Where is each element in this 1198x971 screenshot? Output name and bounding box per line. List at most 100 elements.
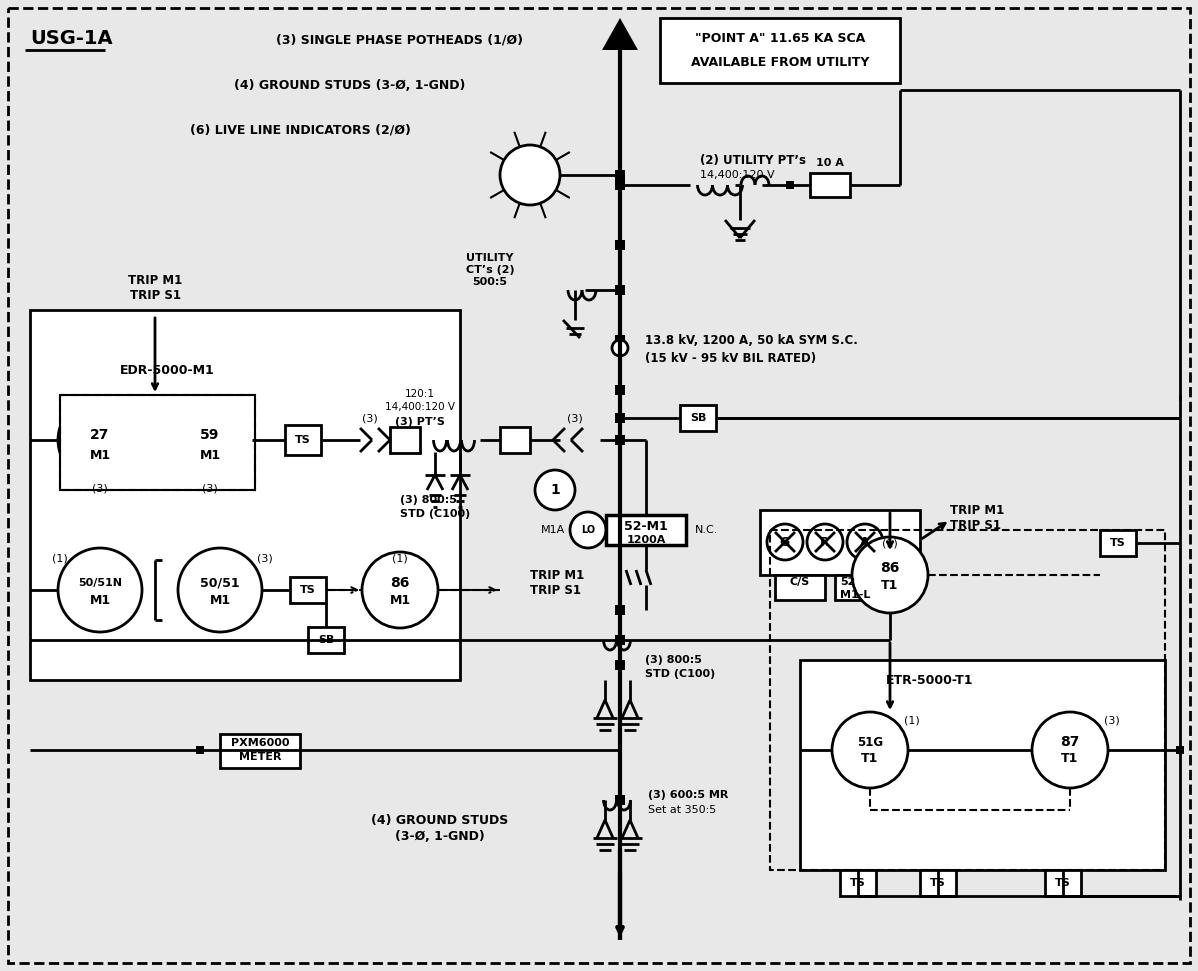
Text: AVAILABLE FROM UTILITY: AVAILABLE FROM UTILITY (691, 55, 870, 69)
Text: (3) 800:5: (3) 800:5 (645, 655, 702, 665)
Bar (615, 413, 625, 423)
Text: (3): (3) (202, 483, 218, 493)
Bar (615, 335, 625, 345)
Text: 50/51: 50/51 (200, 577, 240, 589)
Circle shape (168, 398, 252, 482)
Text: (3): (3) (567, 413, 583, 423)
Bar (60, 395, 255, 490)
Text: 86: 86 (881, 561, 900, 575)
Text: N.C.: N.C. (695, 525, 719, 535)
Text: STD (C100): STD (C100) (400, 509, 471, 519)
Text: 27: 27 (90, 428, 110, 442)
Bar (60, 395, 255, 490)
Text: 52: 52 (840, 577, 855, 587)
Bar (615, 240, 625, 250)
Text: (2) UTILITY PT’s: (2) UTILITY PT’s (700, 153, 806, 166)
Text: C/S: C/S (789, 577, 810, 587)
Text: (3): (3) (1105, 715, 1120, 725)
Text: 51G: 51G (857, 735, 883, 749)
Text: (1): (1) (392, 553, 407, 563)
Circle shape (362, 552, 438, 628)
Text: M1: M1 (210, 593, 230, 607)
Circle shape (612, 340, 628, 356)
Text: Set at 350:5: Set at 350:5 (648, 805, 716, 815)
Circle shape (807, 524, 843, 560)
Text: TRIP M1: TRIP M1 (950, 504, 1004, 517)
Bar (615, 180, 625, 190)
Bar (220, 734, 300, 768)
Bar (615, 170, 625, 180)
Text: T1: T1 (1061, 752, 1078, 764)
Bar (290, 577, 326, 603)
Bar (760, 510, 920, 575)
Text: SB: SB (317, 635, 334, 645)
Bar (615, 635, 625, 645)
Text: (1): (1) (882, 538, 897, 548)
Text: TS: TS (301, 585, 316, 595)
Text: "POINT A" 11.65 KA SCA: "POINT A" 11.65 KA SCA (695, 31, 865, 45)
Text: USG-1A: USG-1A (30, 28, 113, 48)
Bar (835, 575, 904, 600)
Text: A: A (860, 535, 870, 549)
Text: T1: T1 (861, 752, 878, 764)
Text: 52-M1: 52-M1 (624, 519, 667, 532)
Text: 1200A: 1200A (627, 535, 666, 545)
Circle shape (536, 470, 575, 510)
Text: 1: 1 (550, 483, 559, 497)
Bar (391, 427, 420, 453)
Text: (3) PT’S: (3) PT’S (395, 417, 444, 427)
Bar (196, 746, 204, 754)
Text: 86: 86 (391, 576, 410, 590)
Text: 87: 87 (1060, 735, 1079, 749)
Text: 14,400:120 V: 14,400:120 V (385, 402, 455, 412)
Bar (775, 575, 825, 600)
Bar (606, 515, 686, 545)
Bar (920, 870, 956, 896)
Circle shape (570, 512, 606, 548)
Text: (3) 800:5: (3) 800:5 (400, 495, 456, 505)
Text: TS: TS (1111, 538, 1126, 548)
Bar (680, 405, 716, 431)
Bar (800, 660, 1164, 870)
Text: TS: TS (930, 878, 946, 888)
Text: TS: TS (1055, 878, 1071, 888)
Text: (4) GROUND STUDS: (4) GROUND STUDS (371, 814, 509, 826)
Polygon shape (603, 18, 639, 50)
Text: (4) GROUND STUDS (3-Ø, 1-GND): (4) GROUND STUDS (3-Ø, 1-GND) (235, 79, 466, 91)
Bar (770, 530, 1164, 870)
Text: (3): (3) (92, 483, 108, 493)
Text: (3) 600:5 MR: (3) 600:5 MR (648, 790, 728, 800)
Text: 59: 59 (200, 428, 219, 442)
Text: (3): (3) (362, 413, 377, 423)
Text: M1A: M1A (540, 525, 565, 535)
Text: TS: TS (295, 435, 310, 445)
Bar (786, 181, 794, 189)
Text: SB: SB (690, 413, 706, 423)
Text: 14,400:120 V: 14,400:120 V (700, 170, 775, 180)
Text: STD (C100): STD (C100) (645, 669, 715, 679)
Text: (3): (3) (258, 553, 273, 563)
Text: METER: METER (238, 752, 282, 762)
Bar (30, 310, 460, 680)
Bar (500, 427, 530, 453)
Text: (1): (1) (904, 715, 920, 725)
Circle shape (767, 524, 803, 560)
Text: (15 kV - 95 kV BIL RATED): (15 kV - 95 kV BIL RATED) (645, 352, 816, 364)
Text: LO: LO (581, 525, 595, 535)
Text: 10 A: 10 A (816, 158, 843, 168)
Text: 120:1: 120:1 (405, 389, 435, 399)
Circle shape (831, 712, 908, 788)
Text: TRIP S1: TRIP S1 (950, 519, 1002, 531)
Text: TRIP M1: TRIP M1 (530, 568, 585, 582)
Text: PXM6000: PXM6000 (231, 738, 289, 748)
Bar (285, 425, 321, 455)
Circle shape (58, 548, 143, 632)
Text: (1): (1) (53, 553, 68, 563)
Bar (615, 435, 625, 445)
Text: TRIP M1: TRIP M1 (128, 274, 182, 286)
Bar (1045, 870, 1081, 896)
Text: ETR-5000-T1: ETR-5000-T1 (887, 674, 974, 686)
Text: TRIP S1: TRIP S1 (530, 584, 581, 596)
Text: TS: TS (851, 878, 866, 888)
Bar (615, 660, 625, 670)
